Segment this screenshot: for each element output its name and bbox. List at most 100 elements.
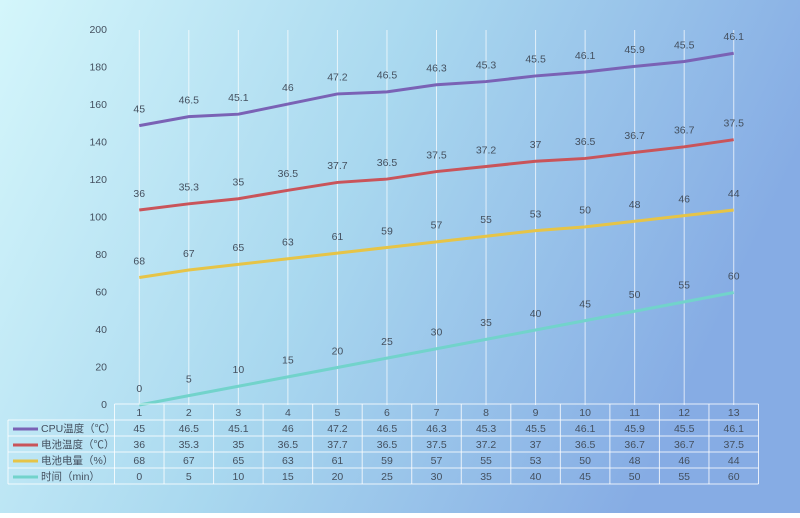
table-cell: 46.5 xyxy=(377,423,398,435)
y-tick-label: 140 xyxy=(89,136,107,148)
data-label: 46.3 xyxy=(426,63,447,75)
data-label: 15 xyxy=(282,355,294,367)
data-label: 37.5 xyxy=(724,117,745,129)
data-label: 45 xyxy=(579,298,591,310)
table-cell: 46 xyxy=(678,455,690,467)
table-cell: 68 xyxy=(133,455,145,467)
data-label: 55 xyxy=(480,214,492,226)
data-label: 40 xyxy=(530,308,542,320)
data-label: 37.5 xyxy=(426,149,447,161)
table-cell: 65 xyxy=(233,455,245,467)
legend-label: CPU温度（℃） xyxy=(41,422,116,435)
data-label: 45.5 xyxy=(674,39,695,51)
series-line xyxy=(139,208,734,279)
table-cell: 5 xyxy=(186,471,192,483)
x-tick-label: 8 xyxy=(483,407,489,419)
data-label: 59 xyxy=(381,225,393,237)
data-label: 50 xyxy=(579,205,591,217)
data-label: 68 xyxy=(133,255,145,267)
table-cell: 45.5 xyxy=(525,423,546,435)
data-label: 5 xyxy=(186,373,192,385)
y-tick-label: 200 xyxy=(89,24,107,36)
table-cell: 35 xyxy=(480,471,492,483)
table-cell: 36.5 xyxy=(377,439,398,451)
table-cell: 10 xyxy=(233,471,245,483)
data-label: 36.5 xyxy=(278,168,299,180)
table-cell: 50 xyxy=(579,455,591,467)
y-tick-label: 0 xyxy=(101,399,107,411)
table-cell: 50 xyxy=(629,471,641,483)
table-cell: 46.3 xyxy=(426,423,447,435)
data-label: 37.2 xyxy=(476,144,497,156)
table-cell: 45.1 xyxy=(228,423,249,435)
table-cell: 36 xyxy=(133,439,145,451)
x-tick-label: 12 xyxy=(678,407,690,419)
y-tick-label: 20 xyxy=(95,361,107,373)
y-tick-label: 60 xyxy=(95,286,107,298)
x-tick-label: 3 xyxy=(235,407,241,419)
table-cell: 61 xyxy=(332,455,344,467)
table-cell: 57 xyxy=(431,455,443,467)
data-label: 35 xyxy=(480,317,492,329)
data-label: 36.5 xyxy=(575,136,596,148)
legend-label: 时间（min） xyxy=(41,470,100,483)
data-label: 36.7 xyxy=(624,130,645,142)
table-cell: 55 xyxy=(678,471,690,483)
data-label: 46.1 xyxy=(575,50,596,62)
table-cell: 60 xyxy=(728,471,740,483)
x-tick-label: 5 xyxy=(335,407,341,419)
table-cell: 15 xyxy=(282,471,294,483)
table-cell: 35 xyxy=(233,439,245,451)
y-tick-label: 80 xyxy=(95,249,107,261)
table-cell: 47.2 xyxy=(327,423,348,435)
y-tick-label: 160 xyxy=(89,99,107,111)
series-line xyxy=(138,291,735,407)
data-label: 0 xyxy=(136,383,142,395)
y-tick-label: 120 xyxy=(89,174,107,186)
table-cell: 37.2 xyxy=(476,439,497,451)
data-label: 63 xyxy=(282,237,294,249)
data-label: 50 xyxy=(629,289,641,301)
legend-label: 电池温度（℃） xyxy=(41,438,115,451)
table-cell: 37.7 xyxy=(327,439,348,451)
table-cell: 45 xyxy=(579,471,591,483)
data-label: 36.5 xyxy=(377,157,398,169)
x-tick-label: 1 xyxy=(136,407,142,419)
data-label: 20 xyxy=(332,345,344,357)
table-cell: 55 xyxy=(480,455,492,467)
table-cell: 63 xyxy=(282,455,294,467)
legend-label: 电池电量（%） xyxy=(41,454,113,467)
table-cell: 37.5 xyxy=(426,439,447,451)
x-tick-label: 13 xyxy=(728,407,740,419)
data-label: 46.1 xyxy=(724,31,745,43)
y-tick-label: 100 xyxy=(89,211,107,223)
data-label: 47.2 xyxy=(327,72,348,84)
table-cell: 40 xyxy=(530,471,542,483)
table-cell: 46 xyxy=(282,423,294,435)
table-cell: 45.9 xyxy=(624,423,645,435)
table-cell: 35.3 xyxy=(179,439,200,451)
data-label: 55 xyxy=(678,280,690,292)
table-cell: 36.5 xyxy=(278,439,299,451)
table-cell: 30 xyxy=(431,471,443,483)
data-label: 36.7 xyxy=(674,125,695,137)
table-cell: 36.7 xyxy=(624,439,645,451)
table-cell: 48 xyxy=(629,455,641,467)
data-label: 35.3 xyxy=(179,182,200,194)
data-label: 36 xyxy=(133,188,145,200)
x-tick-label: 6 xyxy=(384,407,390,419)
data-label: 45.3 xyxy=(476,59,497,71)
y-tick-label: 40 xyxy=(95,324,107,336)
table-cell: 36.5 xyxy=(575,439,596,451)
data-label: 46.5 xyxy=(179,94,200,106)
data-label: 37 xyxy=(530,139,542,151)
data-label: 67 xyxy=(183,248,195,260)
data-label: 60 xyxy=(728,270,740,282)
data-label: 45.1 xyxy=(228,92,249,104)
data-label: 37.7 xyxy=(327,160,348,172)
table-cell: 20 xyxy=(332,471,344,483)
data-label: 46 xyxy=(678,193,690,205)
data-label: 35 xyxy=(233,177,245,189)
